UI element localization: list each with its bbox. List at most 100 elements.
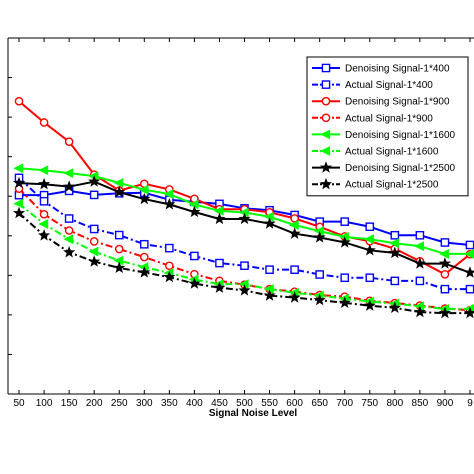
data-point xyxy=(64,137,74,146)
x-tick-label: 650 xyxy=(311,398,328,409)
x-tick-label: 400 xyxy=(186,398,203,409)
legend-marker xyxy=(320,146,331,156)
data-point xyxy=(138,184,149,195)
x-tick-label: 150 xyxy=(61,398,78,409)
data-point xyxy=(213,281,226,293)
data-point xyxy=(315,270,324,279)
data-point xyxy=(338,296,351,308)
data-point xyxy=(263,289,276,301)
data-point xyxy=(114,230,124,240)
legend-marker xyxy=(319,161,333,173)
data-point xyxy=(89,237,99,246)
x-tick-label: 450 xyxy=(211,398,228,409)
x-tick-label: 200 xyxy=(86,398,103,409)
legend-entry: Actual Signal-1*400 xyxy=(312,80,433,91)
data-point xyxy=(12,206,26,219)
data-point xyxy=(63,245,76,258)
data-point xyxy=(89,190,99,200)
legend-label: Actual Signal-1*2500 xyxy=(345,180,439,191)
data-point xyxy=(390,230,400,240)
data-point xyxy=(188,205,201,218)
legend-entry: Denoising Signal-1*900 xyxy=(312,97,450,108)
legend-marker xyxy=(321,96,331,106)
data-point xyxy=(288,291,301,303)
x-tick-label: 750 xyxy=(361,398,378,409)
data-point xyxy=(290,214,299,223)
data-point xyxy=(338,236,351,248)
data-point xyxy=(365,273,375,283)
data-point xyxy=(440,269,450,279)
data-point xyxy=(163,189,174,199)
data-point xyxy=(163,198,176,210)
data-point xyxy=(263,217,276,229)
data-point xyxy=(415,276,425,286)
x-tick-label: 300 xyxy=(136,398,153,409)
legend-label: Actual Signal-1*1600 xyxy=(345,147,439,158)
legend-label: Denoising Signal-1*2500 xyxy=(345,163,456,174)
data-point xyxy=(39,196,49,206)
legend: Denoising Signal-1*400 Actual Signal-1*40… xyxy=(306,56,469,197)
series-1 xyxy=(14,173,474,294)
x-tick-label: 550 xyxy=(261,398,278,409)
data-point xyxy=(440,238,450,247)
legend-entry: Denoising Signal-1*1600 xyxy=(312,129,456,141)
data-point xyxy=(13,198,24,209)
data-point xyxy=(38,219,49,229)
data-point xyxy=(365,222,375,232)
legend-entry: Denoising Signal-1*2500 xyxy=(312,161,456,174)
legend-label: Denoising Signal-1*900 xyxy=(345,97,450,108)
data-point xyxy=(438,306,451,319)
legend-entry: Actual Signal-1*1600 xyxy=(312,146,439,158)
legend-marker xyxy=(321,63,331,73)
data-point xyxy=(138,266,151,278)
data-point xyxy=(165,261,174,271)
legend-entry: Denoising Signal-1*400 xyxy=(312,64,450,75)
data-point xyxy=(389,238,399,249)
data-point xyxy=(215,258,224,268)
x-tick-label: 600 xyxy=(286,398,303,409)
series-6 xyxy=(12,175,474,278)
data-point xyxy=(364,234,374,245)
x-tick-label: 800 xyxy=(386,398,403,409)
x-tick-label: 50 xyxy=(13,398,25,409)
data-point xyxy=(413,305,426,318)
data-point xyxy=(63,234,74,245)
x-tick-label: 350 xyxy=(161,398,178,409)
data-point xyxy=(415,230,425,240)
legend-marker xyxy=(320,129,331,140)
data-point xyxy=(438,257,451,269)
series-layer xyxy=(12,96,474,319)
data-point xyxy=(288,227,301,239)
data-point xyxy=(440,284,450,294)
data-point xyxy=(238,284,251,296)
data-point xyxy=(88,246,99,257)
data-point xyxy=(340,273,350,283)
data-point xyxy=(12,176,26,189)
legend-entry: Actual Signal-1*900 xyxy=(312,113,433,124)
x-tick-label: 850 xyxy=(412,398,429,409)
data-point xyxy=(390,276,400,286)
data-point xyxy=(38,229,51,241)
legend-label: Actual Signal-1*900 xyxy=(345,113,433,124)
x-axis-label: Signal Noise Level xyxy=(209,408,298,419)
data-point xyxy=(439,249,450,259)
data-point xyxy=(265,265,274,274)
data-point xyxy=(240,261,249,270)
data-point xyxy=(39,209,49,219)
data-point xyxy=(38,177,51,190)
data-point xyxy=(363,299,376,311)
data-point xyxy=(465,240,474,250)
x-tick-label: 100 xyxy=(36,398,53,409)
data-point xyxy=(414,241,424,252)
legend-label: Actual Signal-1*400 xyxy=(345,80,433,91)
data-point xyxy=(465,284,474,294)
legend-label: Denoising Signal-1*1600 xyxy=(345,130,456,141)
data-point xyxy=(138,192,151,205)
data-point xyxy=(113,255,124,266)
data-point xyxy=(114,244,124,254)
data-point xyxy=(88,175,101,187)
legend-box xyxy=(306,56,469,197)
data-point xyxy=(188,199,199,210)
data-point xyxy=(163,270,176,283)
